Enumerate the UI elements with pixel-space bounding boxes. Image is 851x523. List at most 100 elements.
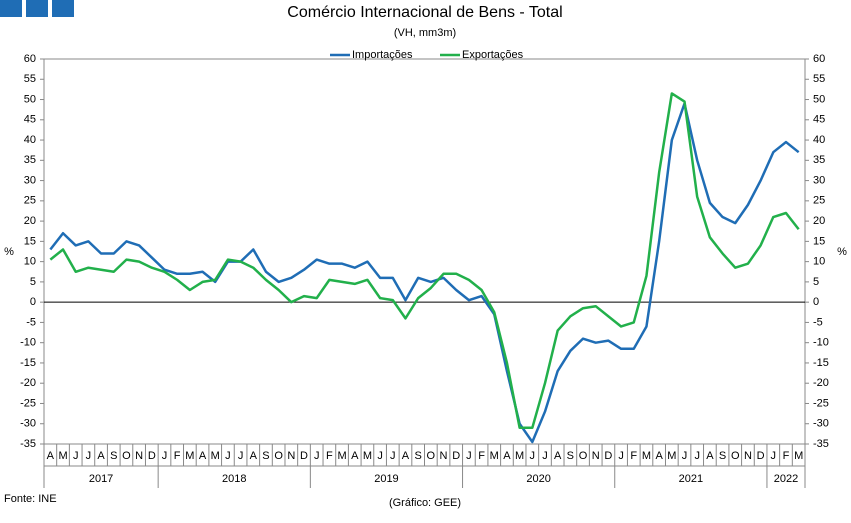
x-tick-label: D (148, 450, 156, 462)
legend-label: Importações (352, 49, 413, 61)
year-label: 2019 (374, 473, 398, 485)
series-line (49, 102, 800, 444)
x-tick-label: S (414, 450, 421, 462)
x-tick-label: A (706, 450, 714, 462)
y-axis-label: % (4, 246, 14, 258)
x-tick-label: F (478, 450, 485, 462)
x-tick-label: D (300, 450, 308, 462)
x-tick-label: S (110, 450, 117, 462)
y-tick-label: 35 (24, 154, 36, 166)
x-tick-label: O (122, 450, 131, 462)
x-tick-label: J (694, 450, 700, 462)
y-tick-label: 40 (24, 134, 36, 146)
x-tick-label: O (274, 450, 283, 462)
y2-tick-label: -25 (813, 397, 829, 409)
x-tick-label: A (47, 450, 55, 462)
y2-tick-label: 50 (813, 93, 825, 105)
x-tick-label: S (719, 450, 726, 462)
y2-tick-label: -15 (813, 357, 829, 369)
x-tick-label: M (211, 450, 220, 462)
logo-square (52, 0, 74, 17)
x-tick-label: F (630, 450, 637, 462)
x-tick-label: A (402, 450, 410, 462)
y2-tick-label: 0 (813, 296, 819, 308)
x-tick-label: J (73, 450, 79, 462)
plot-frame (43, 58, 806, 445)
x-tick-label: N (592, 450, 600, 462)
x-tick-label: M (490, 450, 499, 462)
x-tick-label: M (363, 450, 372, 462)
x-tick-label: J (466, 450, 472, 462)
y-tick-label: 5 (30, 276, 36, 288)
x-tick-label: A (351, 450, 359, 462)
y2-tick-label: 35 (813, 154, 825, 166)
y-tick-label: 0 (30, 296, 36, 308)
y-tick-label: -30 (20, 418, 36, 430)
x-tick-label: M (185, 450, 194, 462)
x-tick-label: O (427, 450, 436, 462)
x-tick-label: S (262, 450, 269, 462)
y-tick-label: 45 (24, 114, 36, 126)
y2-tick-label: 30 (813, 174, 825, 186)
x-tick-label: A (97, 450, 105, 462)
x-tick-label: N (440, 450, 448, 462)
x-tick-label: M (794, 450, 803, 462)
x-tick-label: F (174, 450, 181, 462)
y2-tick-label: -30 (813, 418, 829, 430)
y-tick-label: -5 (26, 316, 36, 328)
y-tick-label: 25 (24, 195, 36, 207)
y-tick-label: -10 (20, 337, 36, 349)
y2-tick-label: -35 (813, 438, 829, 450)
x-tick-label: J (86, 450, 92, 462)
x-tick-label: J (238, 450, 244, 462)
y2-tick-label: 20 (813, 215, 825, 227)
x-tick-label: J (314, 450, 320, 462)
y2-tick-label: 15 (813, 235, 825, 247)
y2-tick-label: 45 (813, 114, 825, 126)
x-tick-label: A (503, 450, 511, 462)
x-tick-label: A (655, 450, 663, 462)
y-tick-label: -25 (20, 397, 36, 409)
y2-tick-label: -5 (813, 316, 823, 328)
y-tick-label: 50 (24, 93, 36, 105)
x-tick-label: J (542, 450, 548, 462)
x-tick-label: M (642, 450, 651, 462)
chart-subtitle: (VH, mm3m) (394, 27, 456, 39)
y2-tick-label: 25 (813, 195, 825, 207)
x-tick-label: O (579, 450, 588, 462)
y2-tick-label: -20 (813, 377, 829, 389)
x-tick-label: A (554, 450, 562, 462)
x-tick-label: A (250, 450, 258, 462)
x-tick-label: M (337, 450, 346, 462)
y2-tick-label: 60 (813, 53, 825, 65)
x-tick-label: D (757, 450, 765, 462)
source: Fonte: INE (4, 493, 57, 505)
x-tick-label: O (731, 450, 740, 462)
year-label: 2022 (774, 473, 798, 485)
x-tick-label: M (667, 450, 676, 462)
x-tick-label: F (783, 450, 790, 462)
x-tick-label: N (744, 450, 752, 462)
x-tick-label: A (199, 450, 207, 462)
year-label: 2017 (89, 473, 113, 485)
x-tick-label: J (682, 450, 688, 462)
y2-axis-label: % (837, 246, 847, 258)
year-label: 2018 (222, 473, 246, 485)
chart-title: Comércio Internacional de Bens - Total (287, 4, 562, 21)
y-tick-label: 10 (24, 256, 36, 268)
x-tick-label: J (225, 450, 231, 462)
x-tick-label: N (135, 450, 143, 462)
y-tick-label: 30 (24, 174, 36, 186)
credit: (Gráfico: GEE) (389, 497, 461, 509)
logo-square (0, 0, 22, 17)
year-label: 2020 (526, 473, 550, 485)
y-tick-label: -35 (20, 438, 36, 450)
series-line (49, 92, 800, 430)
x-tick-label: J (618, 450, 624, 462)
y-tick-label: 55 (24, 73, 36, 85)
x-tick-label: F (326, 450, 333, 462)
x-tick-label: J (162, 450, 168, 462)
x-tick-label: M (515, 450, 524, 462)
y-tick-label: 20 (24, 215, 36, 227)
